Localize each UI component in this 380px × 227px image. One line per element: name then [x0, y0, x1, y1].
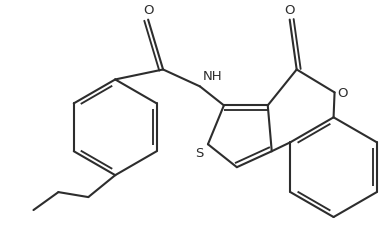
Text: S: S [196, 147, 204, 160]
Text: O: O [337, 86, 348, 99]
Text: NH: NH [203, 70, 223, 83]
Text: O: O [143, 4, 154, 17]
Text: O: O [285, 4, 295, 17]
